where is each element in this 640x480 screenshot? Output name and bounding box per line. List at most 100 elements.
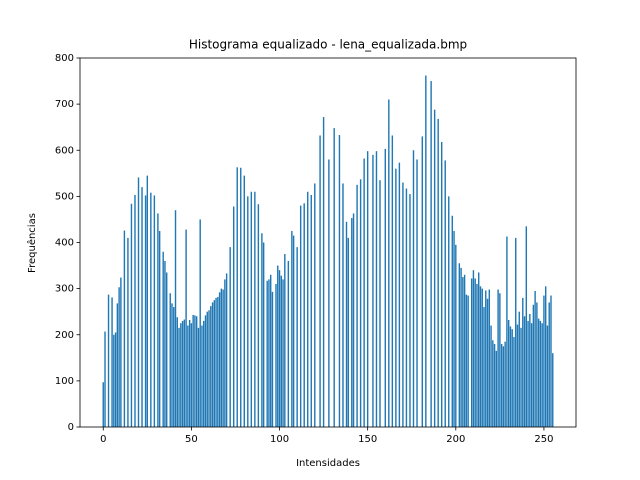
x-tick-label: 200	[446, 434, 465, 445]
bar	[314, 183, 316, 427]
bar	[213, 300, 216, 427]
bar	[181, 320, 184, 427]
bar	[453, 230, 455, 427]
bar	[254, 191, 256, 427]
bar	[123, 230, 126, 427]
bar	[144, 195, 147, 427]
bar	[333, 128, 335, 428]
bar	[111, 297, 113, 427]
bar	[405, 188, 408, 427]
plot-area	[102, 75, 554, 428]
bar	[328, 159, 330, 427]
bar	[338, 135, 341, 427]
bar	[195, 316, 198, 427]
bar	[180, 323, 182, 427]
bar	[192, 314, 194, 427]
bar	[187, 325, 189, 427]
bar	[183, 319, 186, 427]
bar	[270, 274, 272, 427]
bar	[173, 307, 175, 427]
bar	[319, 135, 321, 428]
bar	[539, 320, 542, 427]
bar	[218, 292, 221, 427]
bar	[507, 319, 510, 427]
bar	[486, 298, 489, 427]
bar	[166, 272, 168, 427]
bar	[516, 324, 519, 427]
bar	[395, 168, 397, 427]
bar	[379, 180, 381, 427]
bar	[409, 194, 411, 427]
bar	[137, 177, 140, 427]
bar	[437, 118, 439, 427]
bar	[217, 296, 219, 427]
bar	[307, 191, 309, 427]
bar	[412, 150, 415, 427]
bar	[488, 289, 490, 427]
bar	[478, 272, 480, 427]
bar	[114, 332, 117, 427]
bar	[460, 267, 462, 427]
bar	[102, 382, 104, 427]
bar	[107, 294, 110, 427]
bar	[211, 302, 214, 427]
bar	[440, 141, 443, 427]
bar	[543, 295, 545, 427]
bar	[525, 226, 528, 427]
y-axis-label: Frequências	[26, 213, 38, 273]
bar	[470, 278, 473, 427]
bar	[271, 291, 274, 427]
x-tick-label: 0	[100, 434, 106, 445]
y-tick-label: 600	[55, 145, 74, 156]
bar	[504, 341, 506, 427]
bar	[513, 337, 515, 427]
bar	[375, 151, 378, 428]
y-tick-label: 800	[55, 53, 74, 64]
bar	[208, 310, 210, 427]
bar	[372, 154, 374, 428]
bar	[462, 277, 464, 427]
bar	[322, 117, 325, 427]
y-tick-label: 300	[55, 284, 74, 295]
bar	[188, 319, 191, 427]
bar	[303, 203, 305, 427]
bar	[190, 323, 193, 427]
bar	[398, 162, 401, 428]
chart-title: Histograma equalizado - lena_equalizada.…	[189, 38, 467, 52]
bar	[261, 233, 263, 427]
bar	[275, 284, 277, 427]
y-tick-label: 200	[55, 330, 74, 341]
bar	[345, 221, 348, 427]
bar	[197, 327, 200, 427]
x-tick-label: 150	[358, 434, 377, 445]
bar	[210, 306, 212, 427]
bar	[224, 279, 226, 427]
bar	[185, 229, 187, 427]
bar	[342, 183, 344, 427]
bar	[536, 302, 538, 427]
bar	[497, 289, 499, 427]
bar	[523, 316, 526, 427]
bar	[546, 325, 549, 427]
bar	[113, 334, 115, 427]
bar	[134, 194, 136, 427]
bar	[232, 206, 235, 427]
bar	[465, 294, 468, 427]
bar	[537, 318, 540, 427]
bar	[220, 288, 223, 427]
bar	[292, 235, 295, 427]
bar	[268, 279, 270, 427]
bar	[176, 317, 178, 427]
bar	[266, 280, 268, 427]
bar	[203, 320, 205, 427]
y-tick-label: 100	[55, 376, 74, 387]
bar	[472, 270, 475, 427]
bar	[476, 284, 478, 427]
bar	[483, 307, 485, 427]
bar	[262, 242, 265, 427]
bar	[206, 311, 208, 427]
bar	[347, 237, 349, 427]
bar	[506, 236, 508, 427]
bar	[310, 194, 312, 427]
